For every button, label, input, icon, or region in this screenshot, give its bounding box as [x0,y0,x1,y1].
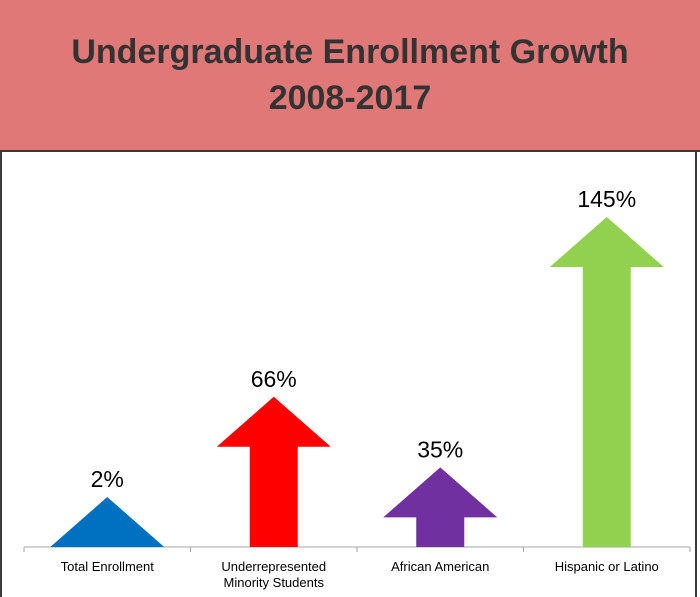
data-label: 35% [417,436,463,462]
data-label: 66% [251,366,297,392]
category-label: Underrepresented [221,559,326,574]
chart-title-banner: Undergraduate Enrollment Growth 2008-201… [0,0,700,152]
arrow-bar [549,217,664,547]
data-label: 145% [577,186,636,212]
arrow-bar [383,467,498,547]
category-label: Minority Students [224,575,325,590]
category-label: African American [391,559,489,574]
data-label: 2% [91,466,124,492]
category-label: Hispanic or Latino [555,559,659,574]
chart-title-line-2: 2008-2017 [268,79,432,117]
arrow-bar [216,396,331,547]
arrow-bar [50,497,165,547]
category-label: Total Enrollment [61,559,155,574]
chart-title-line-1: Undergraduate Enrollment Growth [71,33,629,71]
